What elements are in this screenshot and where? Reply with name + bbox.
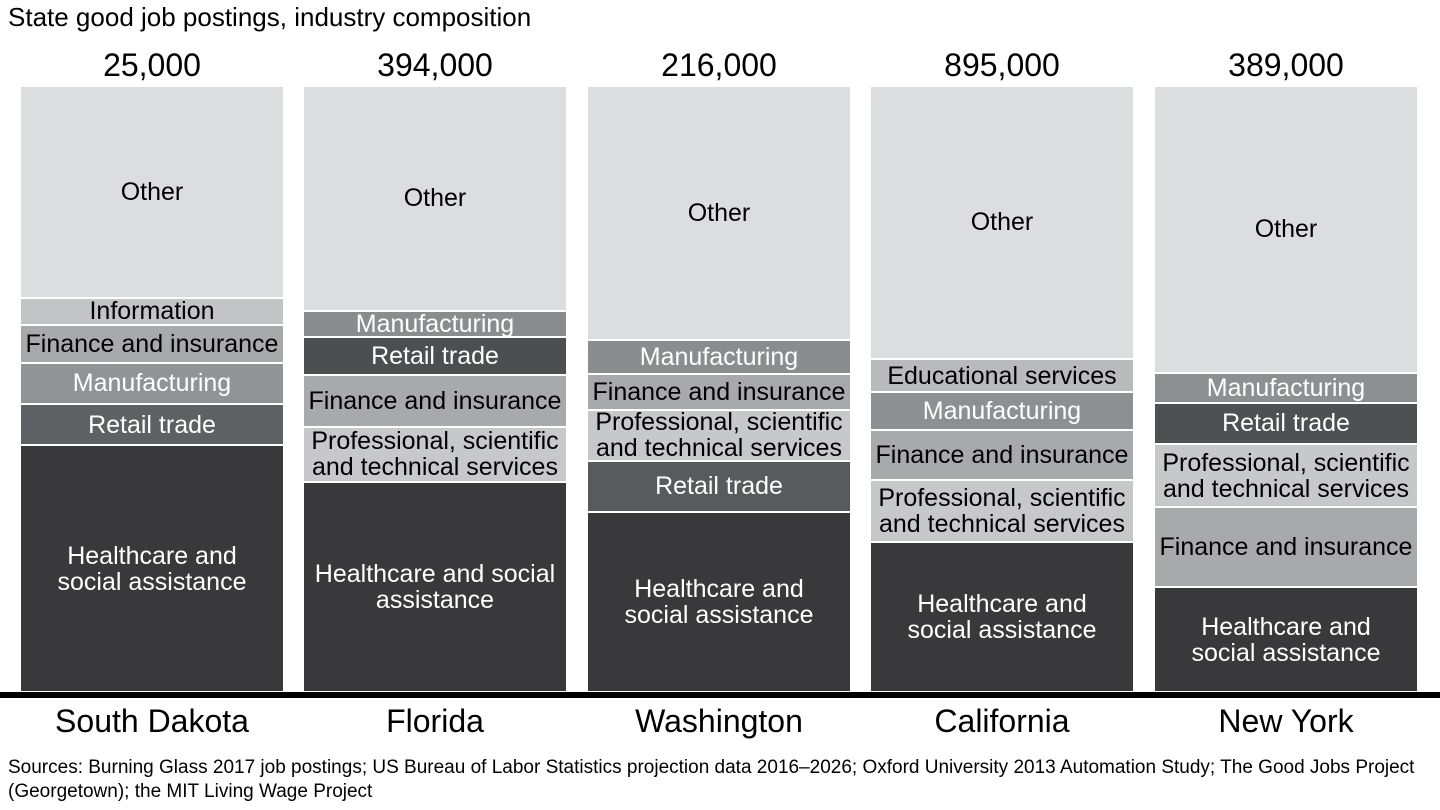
bar-stack: Other Manufacturing Retail trade Finance an… [304, 87, 566, 691]
segment-information: Information [21, 296, 283, 324]
segment-professional-scientific-and-technical-services: Professional, scientific and technical s… [588, 409, 850, 461]
segment-healthcare-and-social-assistance: Healthcare and social assistance [871, 541, 1133, 691]
segment-other: Other [21, 87, 283, 297]
segment-finance-and-insurance: Finance and insurance [588, 372, 850, 410]
segment-healthcare-and-social-assistance: Healthcare and social assistance [304, 481, 566, 691]
segment-manufacturing: Manufacturing [588, 339, 850, 373]
segment-retail-trade: Retail trade [1155, 402, 1417, 443]
segment-finance-and-insurance: Finance and insurance [871, 428, 1133, 480]
segment-manufacturing: Manufacturing [1155, 371, 1417, 403]
segment-professional-scientific-and-technical-services: Professional, scientific and technical s… [304, 425, 566, 482]
bar-total-label: 216,000 [661, 47, 777, 83]
chart-title: State good job postings, industry compos… [8, 2, 532, 32]
bar-stack: Other Educational services Manufacturing Fi… [871, 87, 1133, 691]
segment-manufacturing: Manufacturing [304, 309, 566, 337]
source-note: Sources: Burning Glass 2017 job postings… [8, 757, 1415, 803]
segment-finance-and-insurance: Finance and insurance [304, 374, 566, 426]
bar-total-label: 394,000 [377, 47, 493, 83]
bar-total-label: 25,000 [103, 47, 201, 83]
x-axis-line [0, 692, 1440, 698]
segment-retail-trade: Retail trade [304, 336, 566, 375]
x-axis-category-label: Washington [635, 703, 803, 739]
segment-manufacturing: Manufacturing [871, 391, 1133, 429]
segment-other: Other [304, 87, 566, 310]
segment-other: Other [588, 87, 850, 340]
segment-educational-services: Educational services [871, 357, 1133, 392]
segment-retail-trade: Retail trade [21, 403, 283, 445]
x-axis-category-label: New York [1218, 703, 1354, 739]
segment-professional-scientific-and-technical-services: Professional, scientific and technical s… [1155, 442, 1417, 507]
x-axis-category-label: Florida [386, 703, 484, 739]
x-axis-category-label: California [934, 703, 1070, 739]
bar-total-label: 895,000 [944, 47, 1060, 83]
x-axis-category-label: South Dakota [55, 703, 249, 739]
segment-retail-trade: Retail trade [588, 459, 850, 511]
segment-healthcare-and-social-assistance: Healthcare and social assistance [21, 444, 283, 692]
segment-finance-and-insurance: Finance and insurance [1155, 506, 1417, 587]
segment-healthcare-and-social-assistance: Healthcare and social assistance [588, 510, 850, 691]
bar-stack: Other Manufacturing Finance and insurance P… [588, 87, 850, 691]
segment-finance-and-insurance: Finance and insurance [21, 323, 283, 362]
segment-manufacturing: Manufacturing [21, 361, 283, 404]
segment-healthcare-and-social-assistance: Healthcare and social assistance [1155, 586, 1417, 692]
segment-other: Other [1155, 87, 1417, 372]
segment-professional-scientific-and-technical-services: Professional, scientific and technical s… [871, 479, 1133, 542]
bar-stack: Other Information Finance and insurance Man… [21, 87, 283, 692]
bar-total-label: 389,000 [1228, 47, 1344, 83]
bar-stack: Other Manufacturing Retail trade Profession… [1155, 87, 1417, 692]
segment-other: Other [871, 87, 1133, 358]
